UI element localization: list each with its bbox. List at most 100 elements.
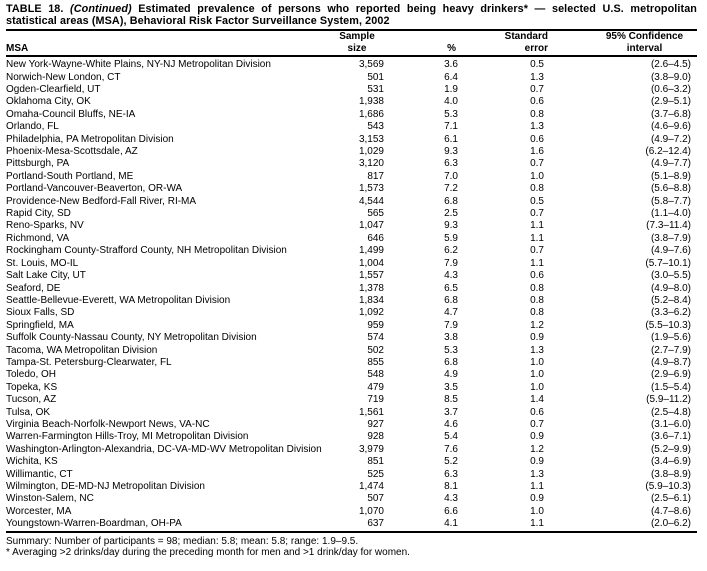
table-row: Norwich-New London, CT 501 6.4 1.3 (3.8–… bbox=[6, 72, 697, 84]
standard-error-cell: 0.7 bbox=[530, 208, 544, 220]
standard-error-cell: 1.3 bbox=[530, 344, 544, 356]
standard-error-cell: 1.3 bbox=[530, 71, 544, 83]
percent-cell: 6.3 bbox=[444, 158, 458, 170]
confidence-interval-cell: (4.6–9.6) bbox=[650, 121, 691, 133]
percent-cell: 6.1 bbox=[444, 133, 458, 145]
standard-error-cell: 0.7 bbox=[530, 245, 544, 257]
table-row: St. Louis, MO-IL 1,004 7.9 1.1 (5.7–10.1… bbox=[6, 258, 697, 270]
confidence-interval-cell: (5.2–9.9) bbox=[650, 443, 691, 455]
msa-cell: Rockingham County-Strafford County, NH M… bbox=[6, 245, 287, 257]
percent-cell: 6.8 bbox=[444, 195, 458, 207]
column-header-percent: % bbox=[396, 42, 464, 58]
confidence-interval-cell: (0.6–3.2) bbox=[650, 84, 691, 95]
table-row: New York-Wayne-White Plains, NY-NJ Metro… bbox=[6, 56, 697, 71]
table-row: Phoenix-Mesa-Scottsdale, AZ 1,029 9.3 1.… bbox=[6, 146, 697, 158]
confidence-interval-cell: (2.5–6.1) bbox=[650, 493, 691, 505]
standard-error-cell: 1.3 bbox=[530, 468, 544, 480]
msa-cell: Wilmington, DE-MD-NJ Metropolitan Divisi… bbox=[6, 481, 205, 492]
sample-size-cell: 1,557 bbox=[358, 270, 384, 282]
sample-size-cell: 719 bbox=[367, 394, 384, 406]
confidence-interval-cell: (2.9–5.1) bbox=[650, 96, 691, 108]
msa-cell: Youngstown-Warren-Boardman, OH-PA bbox=[6, 518, 182, 530]
msa-cell: Orlando, FL bbox=[6, 121, 59, 133]
table-row: Worcester, MA 1,070 6.6 1.0 (4.7–8.6) bbox=[6, 506, 697, 518]
standard-error-cell: 1.4 bbox=[530, 394, 544, 406]
msa-cell: Philadelphia, PA Metropolitan Division bbox=[6, 133, 174, 145]
msa-cell: St. Louis, MO-IL bbox=[6, 257, 79, 269]
table-row: Salt Lake City, UT 1,557 4.3 0.6 (3.0–5.… bbox=[6, 270, 697, 282]
standard-error-cell: 0.7 bbox=[530, 84, 544, 95]
msa-cell: Norwich-New London, CT bbox=[6, 71, 121, 83]
percent-cell: 7.6 bbox=[444, 443, 458, 455]
column-header-msa: MSA bbox=[6, 42, 318, 58]
table-body: New York-Wayne-White Plains, NY-NJ Metro… bbox=[6, 56, 697, 532]
table-row: Tampa-St. Petersburg-Clearwater, FL 855 … bbox=[6, 357, 697, 369]
table-continued-label: (Continued) bbox=[70, 3, 132, 15]
column-header-sample-line1: Sample bbox=[339, 31, 375, 43]
sample-size-cell: 507 bbox=[367, 493, 384, 505]
standard-error-cell: 0.7 bbox=[530, 158, 544, 170]
standard-error-cell: 0.8 bbox=[530, 294, 544, 306]
msa-cell: Salt Lake City, UT bbox=[6, 270, 86, 282]
table-row: Richmond, VA 646 5.9 1.1 (3.8–7.9) bbox=[6, 233, 697, 245]
sample-size-cell: 1,378 bbox=[358, 282, 384, 294]
sample-size-cell: 574 bbox=[367, 332, 384, 344]
percent-cell: 9.3 bbox=[444, 146, 458, 158]
standard-error-cell: 1.1 bbox=[530, 232, 544, 244]
confidence-interval-cell: (6.2–12.4) bbox=[645, 146, 691, 158]
sample-size-cell: 646 bbox=[367, 232, 384, 244]
confidence-interval-cell: (4.9–8.0) bbox=[650, 282, 691, 294]
standard-error-cell: 0.9 bbox=[530, 332, 544, 344]
confidence-interval-cell: (4.9–7.7) bbox=[650, 158, 691, 170]
percent-cell: 8.5 bbox=[444, 394, 458, 406]
standard-error-cell: 1.0 bbox=[530, 356, 544, 368]
percent-cell: 3.5 bbox=[444, 381, 458, 393]
confidence-interval-cell: (3.8–9.0) bbox=[650, 71, 691, 83]
table-row: Pittsburgh, PA 3,120 6.3 0.7 (4.9–7.7) bbox=[6, 158, 697, 170]
table-row: Tulsa, OK 1,561 3.7 0.6 (2.5–4.8) bbox=[6, 407, 697, 419]
percent-cell: 4.1 bbox=[444, 518, 458, 530]
percent-cell: 6.3 bbox=[444, 468, 458, 480]
sample-size-cell: 543 bbox=[367, 121, 384, 133]
msa-cell: Topeka, KS bbox=[6, 381, 58, 393]
table-row: Wichita, KS 851 5.2 0.9 (3.4–6.9) bbox=[6, 456, 697, 468]
confidence-interval-cell: (5.9–11.2) bbox=[646, 394, 691, 406]
msa-cell: Warren-Farmington Hills-Troy, MI Metropo… bbox=[6, 431, 249, 443]
confidence-interval-cell: (5.9–10.3) bbox=[645, 481, 691, 492]
standard-error-cell: 0.5 bbox=[530, 195, 544, 207]
percent-cell: 5.4 bbox=[444, 431, 458, 443]
table-row: Springfield, MA 959 7.9 1.2 (5.5–10.3) bbox=[6, 320, 697, 332]
msa-cell: Washington-Arlington-Alexandria, DC-VA-M… bbox=[6, 443, 322, 455]
title-rule bbox=[6, 29, 697, 32]
msa-cell: Toledo, OH bbox=[6, 369, 57, 381]
column-header-se-line2: error bbox=[464, 42, 552, 58]
percent-cell: 4.3 bbox=[444, 493, 458, 505]
standard-error-cell: 1.2 bbox=[530, 319, 544, 331]
msa-cell: Rapid City, SD bbox=[6, 208, 71, 220]
standard-error-cell: 1.1 bbox=[530, 481, 544, 492]
sample-size-cell: 927 bbox=[367, 418, 384, 430]
standard-error-cell: 0.6 bbox=[530, 406, 544, 418]
msa-cell: Sioux Falls, SD bbox=[6, 307, 75, 319]
confidence-interval-cell: (5.2–8.4) bbox=[650, 294, 691, 306]
table-header: Sample Standard 95% Confidence MSA size … bbox=[6, 31, 697, 58]
table-row: Virginia Beach-Norfolk-Newport News, VA-… bbox=[6, 419, 697, 431]
percent-cell: 3.7 bbox=[444, 406, 458, 418]
sample-size-cell: 479 bbox=[367, 381, 384, 393]
percent-cell: 4.7 bbox=[444, 307, 458, 319]
sample-size-cell: 3,120 bbox=[358, 158, 384, 170]
standard-error-cell: 1.0 bbox=[530, 505, 544, 517]
footnote-text: * Averaging >2 drinks/day during the pre… bbox=[6, 547, 410, 559]
standard-error-cell: 0.7 bbox=[530, 418, 544, 430]
column-header-ci-line1: 95% Confidence bbox=[605, 31, 684, 43]
msa-cell: Seaford, DE bbox=[6, 282, 61, 294]
table-row: Youngstown-Warren-Boardman, OH-PA 637 4.… bbox=[6, 518, 697, 531]
standard-error-cell: 1.2 bbox=[530, 443, 544, 455]
header-spacer bbox=[396, 31, 464, 43]
table-row: Wilmington, DE-MD-NJ Metropolitan Divisi… bbox=[6, 481, 697, 493]
sample-size-cell: 1,561 bbox=[358, 406, 384, 418]
sample-size-cell: 851 bbox=[367, 456, 384, 468]
percent-cell: 6.2 bbox=[444, 245, 458, 257]
sample-size-cell: 525 bbox=[367, 468, 384, 480]
msa-cell: Seattle-Bellevue-Everett, WA Metropolita… bbox=[6, 294, 231, 306]
